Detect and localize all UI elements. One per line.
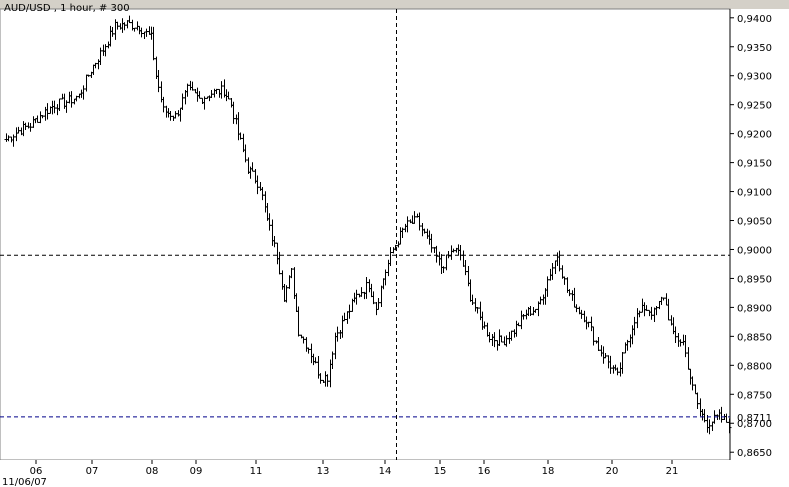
price-axis: 0,9400 0,9350 0,9300 0,9250 0,9200 0,9150 0,91… xyxy=(729,9,772,460)
x-tick-label: 09 xyxy=(190,466,203,477)
y-tick-label: 0,8650 xyxy=(737,448,772,459)
x-tick-label: 15 xyxy=(434,466,447,477)
date-label: 11/06/07 xyxy=(2,477,47,487)
y-tick-label: 0,8800 xyxy=(737,361,772,372)
y-tick-label: 0,8750 xyxy=(737,390,772,401)
x-tick-label: 18 xyxy=(542,466,555,477)
x-tick-label: 06 xyxy=(30,466,43,477)
price-axis-background xyxy=(730,9,789,460)
y-tick-label: 0,9350 xyxy=(737,43,772,54)
y-tick-label: 0,9250 xyxy=(737,101,772,112)
plot-area-background xyxy=(0,8,731,461)
current-price-label: 0,8711 xyxy=(737,413,772,424)
x-tick-label: 07 xyxy=(86,466,99,477)
x-tick-label: 20 xyxy=(606,466,619,477)
y-tick-label: 0,9100 xyxy=(737,188,772,199)
y-tick-label: 0,9300 xyxy=(737,72,772,83)
x-tick-label: 21 xyxy=(666,466,679,477)
time-axis: 06 07 08 09 11 13 14 15 16 18 20 21 xyxy=(30,460,679,477)
time-axis-background xyxy=(0,460,789,487)
reference-lines xyxy=(0,9,730,460)
y-tick-label: 0,9050 xyxy=(737,217,772,228)
x-tick-label: 16 xyxy=(478,466,491,477)
y-tick-label: 0,9000 xyxy=(737,245,772,256)
y-tick-label: 0,8950 xyxy=(737,274,772,285)
y-tick-label: 0,8850 xyxy=(737,332,772,343)
chart-title: AUD/USD , 1 hour, # 300 xyxy=(4,3,130,14)
x-tick-label: 13 xyxy=(317,466,330,477)
y-tick-label: 0,8700 xyxy=(737,419,772,430)
x-tick-label: 11 xyxy=(250,466,263,477)
ohlc-bars xyxy=(4,15,732,435)
y-tick-label: 0,8900 xyxy=(737,303,772,314)
y-tick-label: 0,9200 xyxy=(737,130,772,141)
x-tick-label: 14 xyxy=(379,466,392,477)
y-tick-label: 0,9400 xyxy=(737,14,772,25)
x-tick-label: 08 xyxy=(146,466,159,477)
y-tick-label: 0,9150 xyxy=(737,159,772,170)
